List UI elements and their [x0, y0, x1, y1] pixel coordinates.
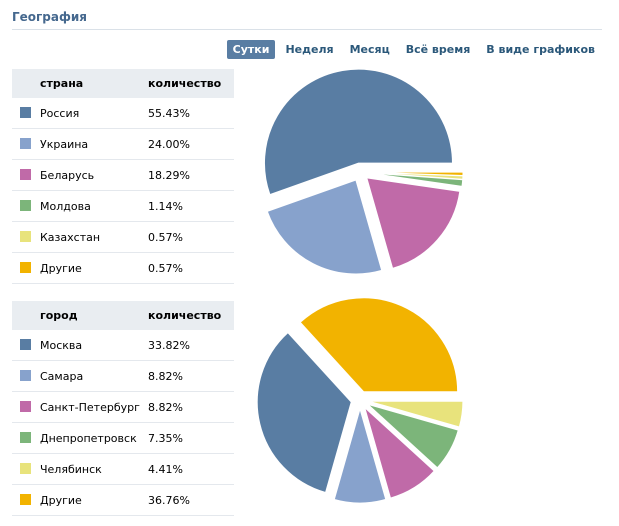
color-swatch — [20, 168, 31, 180]
city-value: 8.82% — [148, 391, 234, 423]
pie-slice-Днепропетровск — [367, 403, 459, 469]
city-name: Другие — [40, 493, 82, 507]
color-swatch — [20, 106, 31, 118]
country-row: Россия 55.43% — [12, 98, 234, 129]
country-row: Украина 24.00% — [12, 128, 234, 160]
country-count-header: количество — [148, 69, 234, 98]
country-row: Другие 0.57% — [12, 252, 234, 284]
city-row: Другие 36.76% — [12, 484, 234, 516]
color-swatch — [20, 369, 31, 381]
pie-slice-Беларусь — [366, 177, 461, 269]
country-name-cell: Казахстан — [12, 221, 148, 253]
page-title: География — [12, 10, 88, 24]
country-value: 18.29% — [148, 159, 234, 191]
country-name: Казахстан — [40, 230, 101, 244]
pie-slice-Россия — [263, 68, 453, 196]
color-swatch — [20, 493, 31, 505]
country-name-cell: Украина — [12, 128, 148, 160]
color-swatch — [20, 137, 31, 149]
city-row: Санкт-Петербург 8.82% — [12, 391, 234, 423]
country-name-cell: Другие — [12, 252, 148, 284]
city-row: Москва 33.82% — [12, 330, 234, 361]
city-value: 8.82% — [148, 360, 234, 392]
pie-slice-Самара — [333, 407, 387, 504]
city-name-cell: Другие — [12, 484, 148, 516]
city-row: Самара 8.82% — [12, 360, 234, 392]
pie-slice-Санкт-Петербург — [363, 406, 435, 499]
city-table: город количество Москва 33.82% Самара 8.82%… — [12, 301, 234, 516]
tab-month[interactable]: Месяц — [349, 43, 390, 56]
color-swatch — [20, 462, 31, 474]
color-swatch — [20, 338, 31, 350]
color-swatch — [20, 199, 31, 211]
tab-all-time[interactable]: Всё время — [405, 43, 471, 56]
color-swatch — [20, 400, 31, 412]
country-value: 0.57% — [148, 221, 234, 253]
city-name-cell: Самара — [12, 360, 148, 392]
country-column-header: страна — [12, 69, 148, 98]
color-swatch — [20, 431, 31, 443]
country-name: Украина — [40, 137, 89, 151]
country-name-cell: Беларусь — [12, 159, 148, 191]
color-swatch — [20, 261, 31, 273]
city-value: 36.76% — [148, 484, 234, 516]
city-value: 7.35% — [148, 422, 234, 454]
country-value: 1.14% — [148, 190, 234, 222]
country-row: Казахстан 0.57% — [12, 221, 234, 253]
period-tabs: Сутки Неделя Месяц Всё время В виде граф… — [223, 40, 601, 59]
city-name-cell: Днепропетровск — [12, 422, 148, 454]
tab-week[interactable]: Неделя — [285, 43, 334, 56]
tab-day[interactable]: Сутки — [226, 40, 276, 59]
city-name: Челябинск — [40, 462, 102, 476]
country-name-cell: Молдова — [12, 190, 148, 222]
city-value: 4.41% — [148, 453, 234, 485]
city-name-cell: Москва — [12, 330, 148, 361]
city-column-header: город — [12, 301, 148, 330]
country-name: Беларусь — [40, 168, 95, 182]
city-pie-chart — [256, 297, 464, 504]
city-name: Самара — [40, 369, 84, 383]
country-name: Россия — [40, 106, 80, 120]
country-value: 55.43% — [148, 98, 234, 129]
city-row: Днепропетровск 7.35% — [12, 422, 234, 454]
country-pie-chart — [263, 68, 464, 275]
country-row: Беларусь 18.29% — [12, 159, 234, 191]
country-table-header: страна количество — [12, 69, 234, 98]
city-name: Днепропетровск — [40, 431, 137, 445]
city-name: Москва — [40, 338, 83, 352]
title-divider — [12, 29, 602, 30]
color-swatch — [20, 230, 31, 242]
city-row: Челябинск 4.41% — [12, 453, 234, 485]
city-count-header: количество — [148, 301, 234, 330]
city-value: 33.82% — [148, 330, 234, 361]
country-value: 24.00% — [148, 128, 234, 160]
country-name: Другие — [40, 261, 82, 275]
city-name: Санкт-Петербург — [40, 400, 140, 414]
city-name-cell: Санкт-Петербург — [12, 391, 148, 423]
country-name: Молдова — [40, 199, 91, 213]
tab-graphs[interactable]: В виде графиков — [486, 43, 595, 56]
country-row: Молдова 1.14% — [12, 190, 234, 222]
pie-slice-Челябинск — [368, 400, 464, 428]
pie-slice-Другие — [299, 297, 459, 393]
city-table-header: город количество — [12, 301, 234, 330]
country-value: 0.57% — [148, 252, 234, 284]
pie-slice-Москва — [256, 331, 352, 494]
pie-slice-Украина — [266, 179, 383, 275]
country-table: страна количество Россия 55.43% Украина 24.… — [12, 69, 234, 284]
pie-slice-Другие — [368, 171, 464, 177]
country-name-cell: Россия — [12, 98, 148, 129]
city-name-cell: Челябинск — [12, 453, 148, 485]
